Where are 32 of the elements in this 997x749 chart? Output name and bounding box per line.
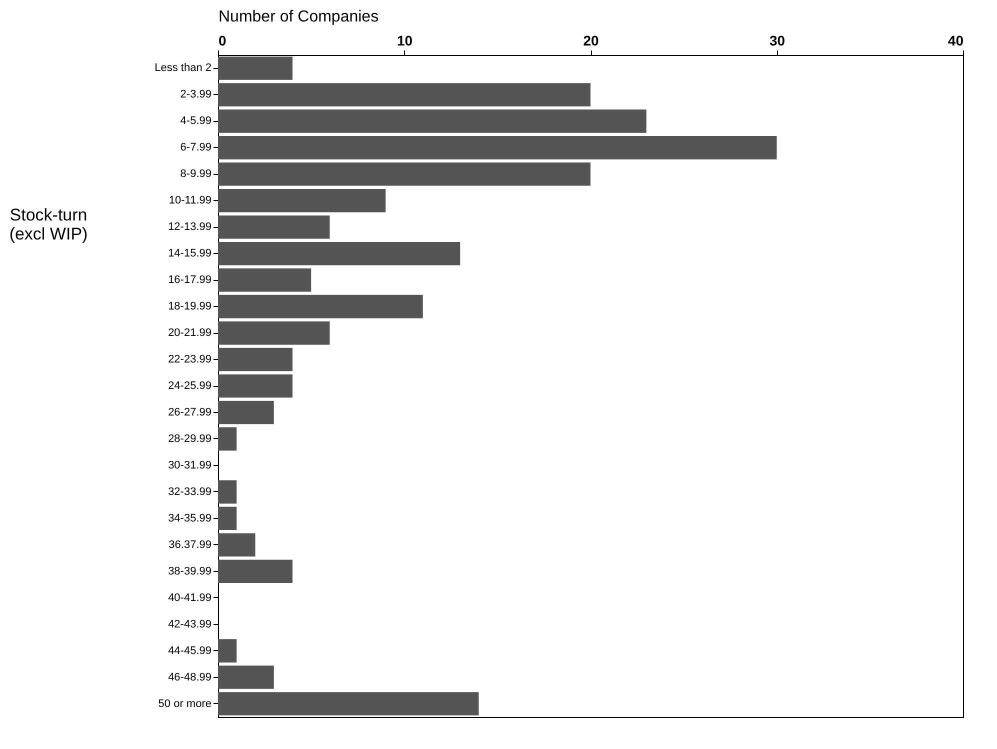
y-tick-label: 10-11.99 (168, 194, 212, 207)
y-tick-label: 34-35.99 (168, 512, 212, 524)
y-tick-label: 18-19.99 (168, 300, 212, 313)
y-tick-label: 2-3.99 (180, 88, 212, 101)
x-tick-label: 10 (396, 32, 413, 48)
y-tick-label: Less than 2 (154, 62, 212, 74)
x-axis-title: Number of Companies (218, 8, 379, 26)
y-tick-label: 16-17.99 (168, 274, 212, 286)
y-tick-label: 46-48.99 (168, 671, 212, 684)
x-tick-label: 20 (583, 32, 599, 48)
y-tick-label: 38-39.99 (168, 565, 212, 578)
y-tick-label: 28-29.99 (168, 432, 212, 445)
y-tick-label: 14-15.99 (168, 248, 212, 260)
x-tick-label: 30 (769, 32, 786, 48)
y-tick-label: 40-41.99 (168, 592, 212, 604)
y-tick-label: 44-45.99 (168, 644, 212, 657)
y-tick-label: 4-5.99 (180, 115, 212, 128)
y-tick-label: 8-9.99 (180, 168, 212, 180)
y-tick-label: 20-21.99 (168, 327, 212, 340)
y-tick-label: 42-43.99 (168, 618, 212, 630)
x-tick-label: 0 (218, 32, 226, 48)
y-tick-label: 24-25.99 (168, 380, 212, 392)
y-tick-label: 30-31.99 (168, 459, 212, 472)
y-tick-label: 26-27.99 (168, 406, 212, 418)
y-tick-label: 32-33.99 (168, 486, 212, 498)
y-tick-label: 12-13.99 (168, 221, 212, 234)
y-tick-label: 6-7.99 (180, 142, 212, 154)
y-tick-label: 36.37.99 (168, 538, 212, 551)
x-tick-label: 40 (948, 32, 964, 48)
y-tick-label: 50 or more (158, 698, 212, 710)
y-axis-title: Stock-turn (excl WIP) (9, 206, 88, 244)
y-tick-label: 22-23.99 (168, 354, 212, 366)
